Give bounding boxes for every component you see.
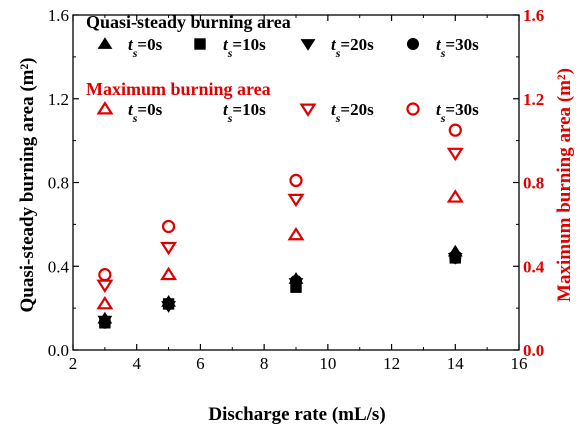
legend-group-title: Maximum burning area xyxy=(86,79,271,99)
legend-marker-triangle-up xyxy=(97,37,113,49)
y-tick-label-right: 1.2 xyxy=(523,90,544,109)
plot-border xyxy=(72,14,520,351)
qs-point-circle xyxy=(289,274,303,287)
max-point-circle xyxy=(289,173,303,188)
y-tick-label-left: 1.6 xyxy=(48,6,69,25)
legend-label: ts=10s xyxy=(223,100,266,125)
qs-point-circle xyxy=(162,297,175,310)
max-point-triangle-down xyxy=(287,193,305,208)
y-axis-right-title: Maximum burning area (m²) xyxy=(554,68,575,302)
legend-label: ts=20s xyxy=(331,35,374,60)
legend-label: ts=0s xyxy=(128,35,163,60)
y-tick-label-right: 0.8 xyxy=(523,174,544,193)
x-tick-label: 16 xyxy=(511,354,528,373)
max-point-circle xyxy=(448,123,462,137)
legend-label: ts=30s xyxy=(436,35,479,60)
legend-marker-triangle-up xyxy=(96,101,114,115)
max-point-triangle-down xyxy=(446,147,464,162)
max-point-triangle-up xyxy=(446,189,464,203)
x-tick-label: 14 xyxy=(447,354,465,373)
y-tick-label-left: 1.2 xyxy=(48,90,69,109)
y-axis-right: 0.0 0.4 0.8 1.2 1.6 xyxy=(513,6,545,360)
data-points xyxy=(96,123,464,329)
y-axis-left: 0.0 0.4 0.8 1.2 1.6 xyxy=(48,6,79,360)
legend-label: ts=20s xyxy=(331,100,374,125)
legend-group-title: Quasi-steady burning area xyxy=(86,12,291,32)
legend-marker-triangle-down xyxy=(299,103,317,117)
max-point-circle xyxy=(161,219,176,234)
x-axis: 2 4 6 8 10 12 14 16 xyxy=(69,15,528,373)
legend-label: ts=0s xyxy=(128,100,163,125)
legend-marker-circle xyxy=(406,37,420,51)
legend-marker-square xyxy=(194,38,206,50)
max-point-triangle-up xyxy=(96,296,114,310)
legend-marker-circle xyxy=(406,102,420,116)
x-tick-label: 8 xyxy=(260,354,269,373)
max-point-triangle-up xyxy=(287,226,305,241)
x-tick-label: 10 xyxy=(319,354,336,373)
max-point-triangle-down xyxy=(96,279,114,293)
legend: Quasi-steady burning area ts=0s ts=10s ts=2… xyxy=(86,12,479,125)
x-axis-title: Discharge rate (mL/s) xyxy=(208,404,385,425)
qs-point-circle xyxy=(449,251,462,264)
x-tick-label: 2 xyxy=(69,354,78,373)
qs-point-circle xyxy=(98,316,111,329)
y-tick-label-left: 0.8 xyxy=(48,174,69,193)
x-tick-label: 12 xyxy=(383,354,400,373)
legend-label: ts=10s xyxy=(223,35,266,60)
legend-marker-triangle-down xyxy=(300,39,316,51)
plot-frame xyxy=(72,14,520,351)
max-point-triangle-up xyxy=(160,266,178,281)
x-tick-label: 6 xyxy=(196,354,205,373)
y-axis-left-title: Quasi-steady burning area (m²) xyxy=(17,58,38,313)
y-tick-label-left: 0.0 xyxy=(48,341,69,360)
max-point-triangle-down xyxy=(160,241,178,256)
y-tick-label-right: 1.6 xyxy=(523,6,544,25)
legend-label: ts=30s xyxy=(436,100,479,125)
x-tick-label: 4 xyxy=(132,354,141,373)
max-point-circle xyxy=(98,268,112,282)
y-tick-label-right: 0.4 xyxy=(523,257,545,276)
y-tick-label-left: 0.4 xyxy=(48,257,70,276)
y-tick-label-right: 0.0 xyxy=(523,341,544,360)
